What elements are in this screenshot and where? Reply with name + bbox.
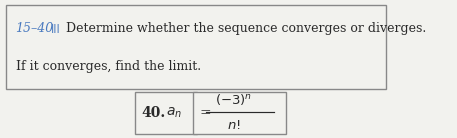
FancyBboxPatch shape (135, 91, 197, 134)
FancyBboxPatch shape (193, 91, 286, 134)
Text: $(-3)^{n}$: $(-3)^{n}$ (215, 92, 253, 107)
Text: Determine whether the sequence converges or diverges.: Determine whether the sequence converges… (66, 22, 426, 34)
Text: $n!$: $n!$ (227, 119, 241, 132)
Text: 40.: 40. (141, 106, 165, 120)
Text: If it converges, find the limit.: If it converges, find the limit. (16, 60, 201, 73)
Text: $a_n$: $a_n$ (166, 106, 182, 120)
Text: =: = (200, 106, 211, 120)
FancyBboxPatch shape (6, 6, 386, 89)
Text: |||: ||| (51, 23, 60, 33)
Text: 15–40: 15–40 (16, 22, 54, 34)
